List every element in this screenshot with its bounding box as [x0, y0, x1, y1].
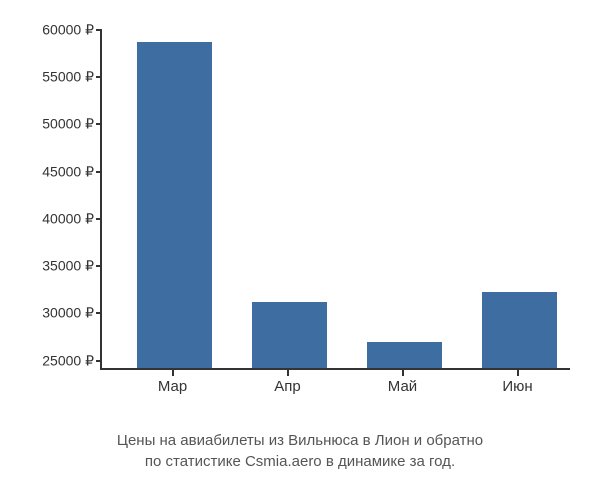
y-axis-tick-label: 60000 ₽	[12, 22, 94, 39]
y-axis-tick-mark	[96, 123, 102, 125]
y-axis-tick-label: 55000 ₽	[12, 69, 94, 86]
y-axis-tick-mark	[96, 29, 102, 31]
plot-area: 25000 ₽30000 ₽35000 ₽40000 ₽45000 ₽50000…	[100, 30, 570, 370]
y-axis-tick-label: 35000 ₽	[12, 258, 94, 275]
caption-line2: по статистике Csmia.aero в динамике за г…	[145, 453, 455, 470]
x-axis-tick-mark	[172, 370, 174, 376]
y-axis-tick-label: 25000 ₽	[12, 352, 94, 369]
y-axis-tick-mark	[96, 312, 102, 314]
y-axis-tick-mark	[96, 265, 102, 267]
bar	[137, 42, 212, 368]
x-axis-label: Апр	[274, 378, 300, 395]
bar	[482, 292, 557, 368]
bar	[252, 302, 327, 368]
x-axis-label: Июн	[502, 378, 532, 395]
x-axis-label: Мар	[158, 378, 187, 395]
bar	[367, 342, 442, 368]
y-axis-tick-label: 30000 ₽	[12, 305, 94, 322]
y-axis-tick-label: 50000 ₽	[12, 116, 94, 133]
y-axis-tick-mark	[96, 360, 102, 362]
caption-line1: Цены на авиабилеты из Вильнюса в Лион и …	[117, 432, 483, 449]
price-bar-chart: 25000 ₽30000 ₽35000 ₽40000 ₽45000 ₽50000…	[100, 30, 570, 400]
chart-caption: Цены на авиабилеты из Вильнюса в Лион и …	[0, 430, 600, 472]
y-axis-tick-label: 45000 ₽	[12, 163, 94, 180]
y-axis-tick-mark	[96, 171, 102, 173]
x-axis-tick-mark	[402, 370, 404, 376]
x-axis-tick-mark	[517, 370, 519, 376]
y-axis-tick-mark	[96, 218, 102, 220]
x-axis-label: Май	[388, 378, 417, 395]
y-axis-tick-label: 40000 ₽	[12, 210, 94, 227]
x-axis-tick-mark	[287, 370, 289, 376]
y-axis-tick-mark	[96, 76, 102, 78]
